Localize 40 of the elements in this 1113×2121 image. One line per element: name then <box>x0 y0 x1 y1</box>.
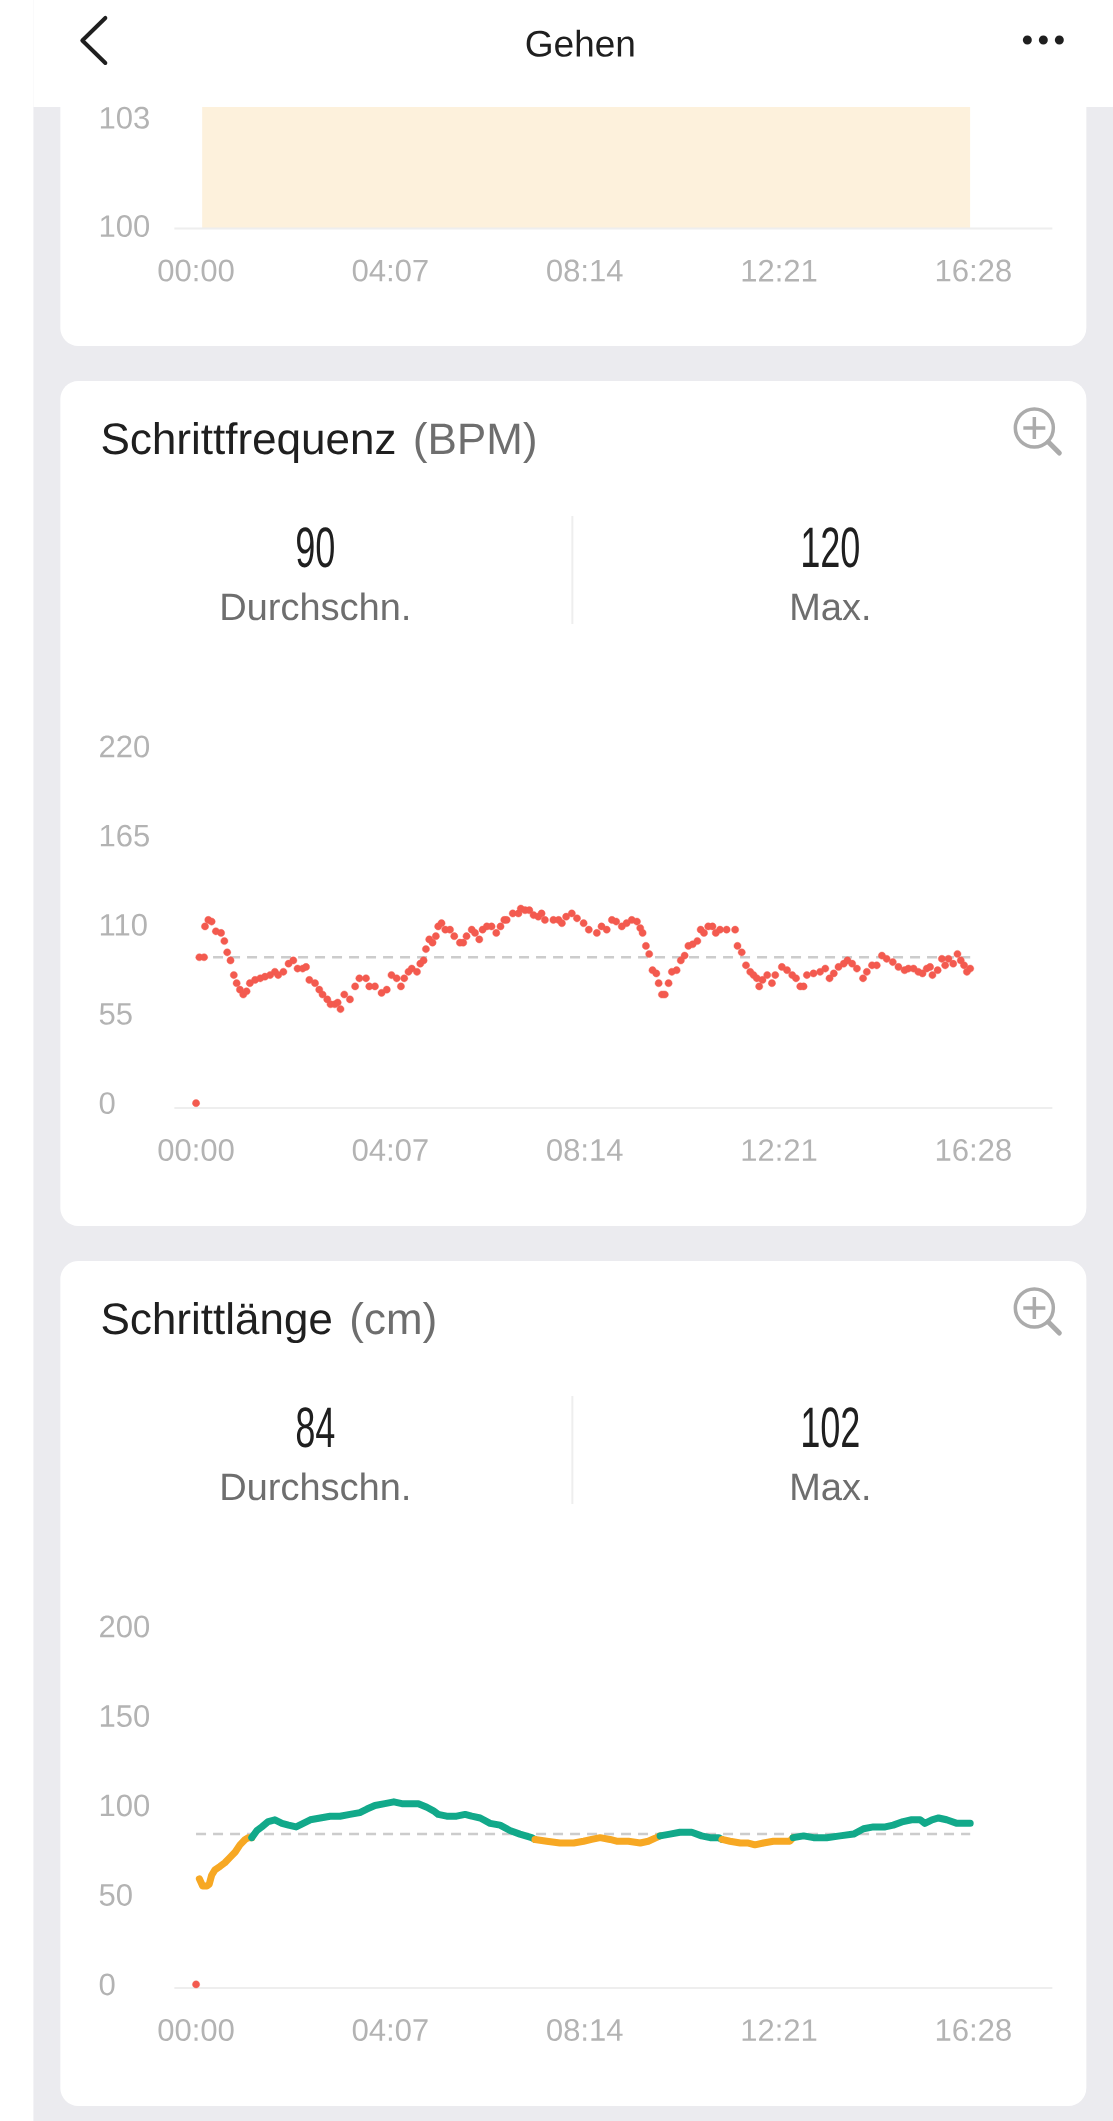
y-tick-label: 103 <box>100 106 149 129</box>
text: Durchschn. <box>222 1472 408 1501</box>
x-tick-label: 04:07 <box>352 259 428 282</box>
x-tick-label: 04:07 <box>352 1139 428 1161</box>
chart-title: Schrittfrequenz <box>102 422 395 464</box>
x-tick-label: 00:00 <box>158 2019 234 2041</box>
y-tick-label: 0 <box>99 1973 115 1996</box>
chart-subtitle: (cm) <box>351 1302 435 1344</box>
y-tick-label: 150 <box>100 1705 149 1727</box>
text: 102 <box>802 1407 859 1448</box>
x-tick-label: 12:21 <box>742 2019 817 2041</box>
x-tick-label: 16:28 <box>936 259 1011 282</box>
text: 120 <box>802 527 859 568</box>
y-tick-label: 110 <box>100 913 147 936</box>
y-tick-label: 55 <box>99 1003 132 1025</box>
y-tick-label: 165 <box>100 824 149 847</box>
text: Max. <box>792 593 868 621</box>
x-tick-label: 12:21 <box>742 259 817 282</box>
text: Durchschn. <box>222 592 408 621</box>
x-tick-label: 08:14 <box>546 259 623 282</box>
text: 90 <box>296 527 334 568</box>
text: Max. <box>792 1473 868 1501</box>
x-tick-label: 08:14 <box>546 1139 623 1161</box>
y-tick-label: 0 <box>99 1092 115 1115</box>
y-tick-label: 100 <box>100 215 149 238</box>
y-tick-label: 220 <box>99 735 149 758</box>
y-tick-label: 50 <box>99 1883 132 1906</box>
x-tick-label: 08:14 <box>546 2019 623 2041</box>
x-tick-label: 16:28 <box>936 2019 1011 2041</box>
text: Gehen <box>526 29 634 57</box>
y-tick-label: 200 <box>99 1615 149 1638</box>
chart-title: Schrittlänge <box>102 1302 331 1344</box>
x-tick-label: 00:00 <box>158 259 234 282</box>
chart-subtitle: (BPM) <box>415 422 535 464</box>
x-tick-label: 12:21 <box>742 1139 817 1161</box>
text: 84 <box>296 1407 335 1448</box>
x-tick-label: 16:28 <box>936 1139 1011 1161</box>
x-tick-label: 00:00 <box>158 1139 234 1161</box>
y-tick-label: 100 <box>100 1794 149 1817</box>
x-tick-label: 04:07 <box>352 2019 428 2041</box>
